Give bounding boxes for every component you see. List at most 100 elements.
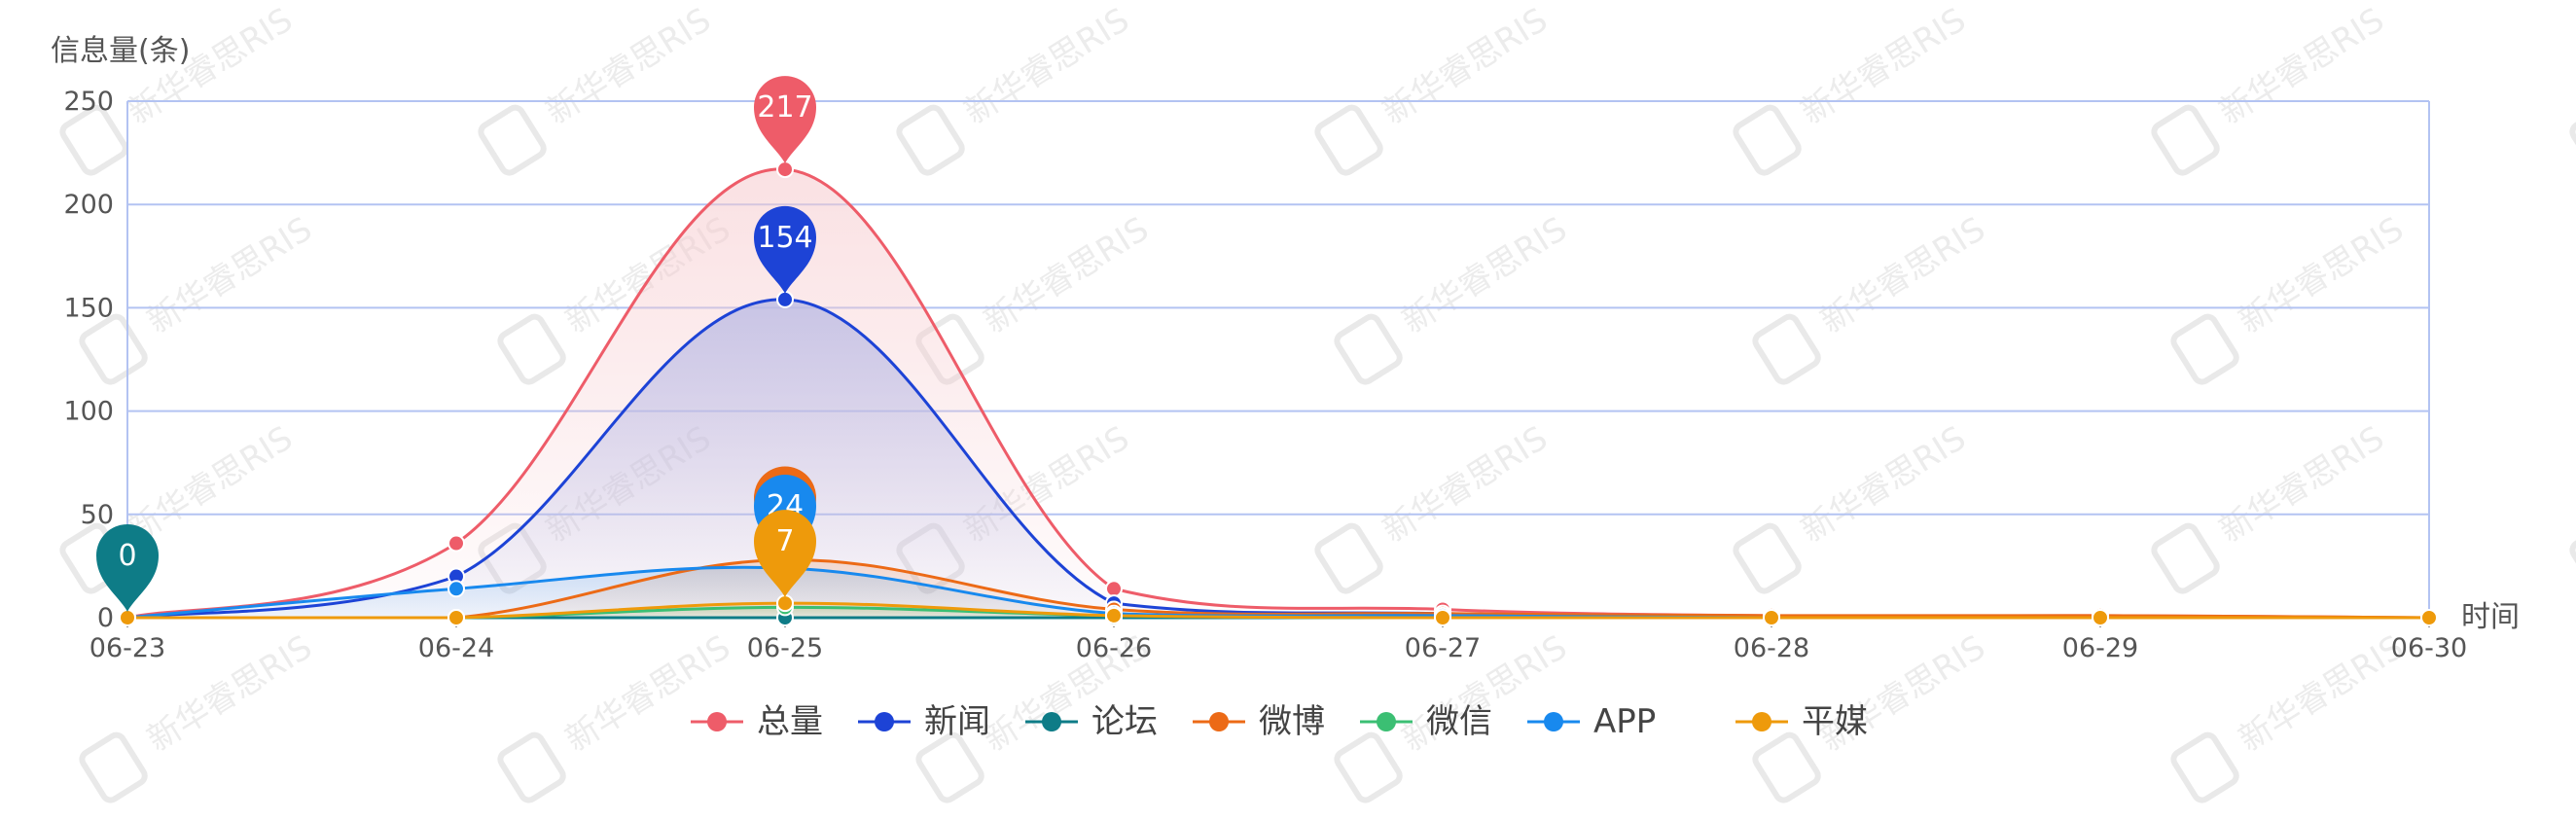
watermark: 新华睿思RIS (79, 210, 319, 385)
legend-label: 微博 (1259, 702, 1325, 741)
watermark-text: 新华睿思RIS (1376, 419, 1554, 551)
watermark: 新华睿思RIS (1752, 210, 1992, 385)
legend-item[interactable]: 平媒 (1735, 702, 1868, 741)
legend-swatch-dot (875, 712, 894, 731)
x-tick-label: 06-24 (418, 633, 494, 663)
watermark: 新华睿思RIS (478, 1, 718, 176)
watermark-text: 新华睿思RIS (1813, 210, 1991, 341)
x-tick-label: 06-27 (1405, 633, 1481, 663)
series-6-point[interactable] (1434, 609, 1451, 626)
series-1-max-label: 154 (757, 221, 812, 255)
series-0-point[interactable] (1105, 580, 1123, 598)
series-6-area (127, 603, 2429, 618)
y-tick-label: 100 (63, 397, 114, 427)
watermark-layer: 新华睿思RIS 新华睿思RIS 新华睿思RIS 新华睿思RIS 新华睿思RIS 新华睿思R… (59, 1, 2576, 803)
series-5-point[interactable] (447, 580, 465, 598)
legend: 总量 新闻 论坛 微博 微信 APP 平媒 (691, 702, 1868, 741)
legend-item[interactable]: 微博 (1193, 702, 1325, 741)
y-tick-label: 150 (63, 293, 114, 323)
watermark: 新华睿思RIS (1733, 1, 1973, 176)
watermark-text: 新华睿思RIS (2232, 628, 2410, 760)
x-tick-label: 06-29 (2062, 633, 2138, 663)
x-tick-label: 06-25 (747, 633, 823, 663)
x-tick-label: 06-30 (2391, 633, 2467, 663)
legend-label: 微信 (1426, 702, 1492, 741)
legend-item[interactable]: 论坛 (1025, 702, 1158, 741)
y-tick-label: 50 (81, 500, 114, 530)
watermark: 新华睿思RIS (497, 628, 737, 803)
watermark-text: 新华睿思RIS (121, 419, 299, 551)
watermark: 新华睿思RIS (2569, 104, 2576, 176)
series-1-point[interactable] (776, 290, 794, 308)
watermark-text: 新华睿思RIS (957, 1, 1135, 132)
legend-swatch-dot (1544, 712, 1563, 731)
series-0-area (127, 168, 2429, 618)
series-6-max-pin: 7 (754, 510, 816, 598)
legend-label: 新闻 (924, 702, 990, 741)
legend-item[interactable]: 微信 (1360, 702, 1492, 741)
series-0-point[interactable] (447, 534, 465, 553)
series-0-point[interactable] (776, 160, 794, 179)
series-0-max-pin: 217 (754, 76, 816, 164)
watermark-text: 新华睿思RIS (1376, 1, 1554, 132)
y-tick-label: 200 (63, 190, 114, 220)
watermark-text: 新华睿思RIS (1395, 210, 1573, 341)
series-2-max-label: 0 (118, 539, 136, 573)
watermark-text: 新华睿思RIS (977, 210, 1155, 341)
series-1-area (127, 299, 2429, 618)
legend-label: 总量 (757, 702, 823, 741)
y-tick-label: 0 (97, 603, 114, 633)
series-3-line (127, 558, 2430, 620)
watermark-text: 新华睿思RIS (140, 210, 318, 341)
series-2-max-pin: 0 (96, 524, 159, 612)
watermark: 新华睿思RIS (2151, 419, 2391, 594)
y-axis-title: 信息量(条) (51, 34, 190, 68)
legend-label: 平媒 (1802, 702, 1868, 741)
y-tick-label: 250 (63, 87, 114, 117)
watermark: 新华睿思RIS (896, 1, 1136, 176)
series-6-point[interactable] (447, 609, 465, 626)
x-tick-label: 06-28 (1734, 633, 1809, 663)
legend-item[interactable]: 新闻 (858, 702, 990, 741)
series-6-point[interactable] (2420, 609, 2438, 626)
series-6-point[interactable] (2092, 609, 2109, 626)
watermark-text: 新华睿思RIS (2212, 1, 2390, 132)
watermark-text: 新华睿思RIS (2232, 210, 2410, 341)
series-6-point[interactable] (1105, 606, 1123, 624)
watermark: 新华睿思RIS (2151, 1, 2391, 176)
watermark-text: 新华睿思RIS (1794, 419, 1972, 551)
series-1-max-pin: 154 (754, 205, 816, 294)
legend-label: APP (1593, 702, 1656, 741)
x-axis-title: 时间 (2461, 600, 2520, 634)
legend-swatch-dot (707, 712, 727, 731)
watermark: 新华睿思RIS (1314, 419, 1555, 594)
line-layer (126, 167, 2430, 620)
watermark: 新华睿思RIS (2170, 210, 2411, 385)
series-6-point[interactable] (776, 594, 794, 613)
watermark-text: 新华睿思RIS (539, 1, 717, 132)
legend-item[interactable]: APP (1527, 702, 1656, 741)
legend-item[interactable]: 总量 (691, 702, 823, 741)
legend-label: 论坛 (1091, 702, 1158, 741)
series-6-max-label: 7 (775, 524, 794, 558)
x-tick-label: 06-23 (89, 633, 165, 663)
x-tick-label: 06-26 (1076, 633, 1152, 663)
watermark-text: 新华睿思RIS (558, 628, 736, 760)
watermark-text: 新华睿思RIS (1794, 1, 1972, 132)
series-6-point[interactable] (119, 609, 136, 626)
watermark: 新华睿思RIS (1334, 210, 1574, 385)
watermark: 新华睿思RIS (2569, 522, 2576, 594)
legend-swatch-dot (1752, 712, 1771, 731)
legend-swatch-dot (1377, 712, 1396, 731)
series-6-line (127, 601, 2429, 620)
axis-layer: 信息量(条) 时间 (51, 34, 2520, 634)
watermark-text: 新华睿思RIS (2212, 419, 2390, 551)
series-0-max-label: 217 (757, 90, 812, 125)
watermark: 新华睿思RIS (1733, 419, 1973, 594)
series-6-point[interactable] (1763, 609, 1780, 626)
area-layer (127, 168, 2429, 618)
legend-swatch-dot (1209, 712, 1229, 731)
